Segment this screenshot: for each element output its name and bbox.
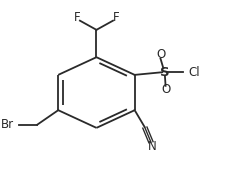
Text: O: O [161,83,170,96]
Text: F: F [113,11,120,24]
Text: F: F [74,11,80,24]
Text: S: S [160,66,169,79]
Text: N: N [148,140,157,153]
Text: Cl: Cl [189,66,200,79]
Text: O: O [156,48,165,61]
Text: Br: Br [1,118,14,131]
